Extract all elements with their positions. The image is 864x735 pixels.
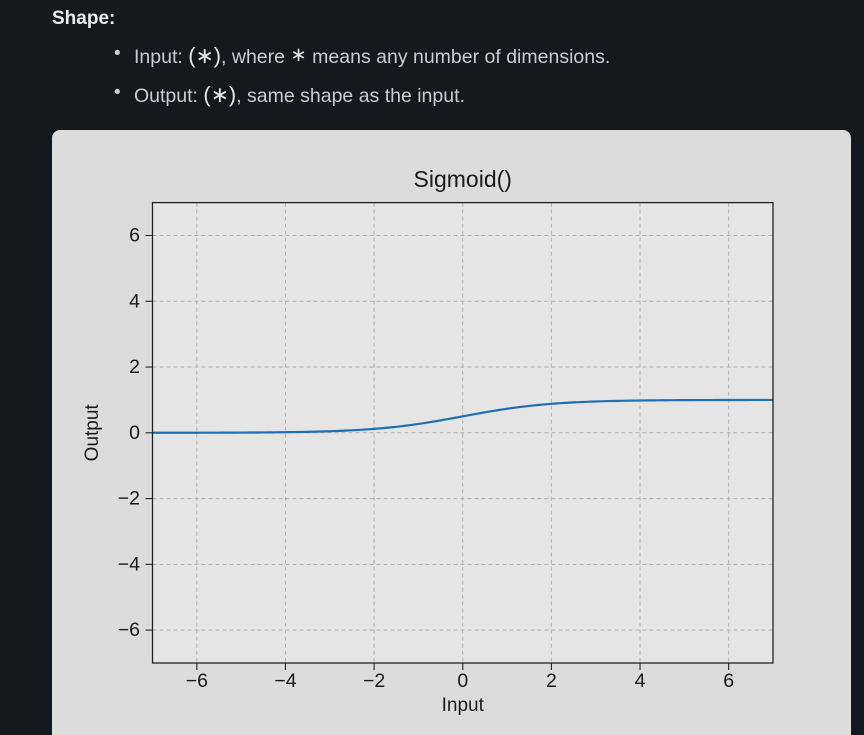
svg-text:−2: −2 — [363, 670, 385, 692]
svg-text:−2: −2 — [118, 488, 140, 510]
svg-text:6: 6 — [723, 670, 734, 692]
svg-text:Sigmoid(): Sigmoid() — [414, 166, 512, 192]
svg-text:4: 4 — [635, 670, 646, 692]
svg-text:4: 4 — [129, 290, 140, 312]
svg-text:2: 2 — [546, 670, 557, 692]
svg-text:0: 0 — [129, 422, 140, 444]
svg-text:Input: Input — [442, 695, 485, 716]
svg-text:2: 2 — [129, 356, 140, 378]
svg-text:6: 6 — [129, 225, 140, 247]
svg-text:Output: Output — [82, 404, 103, 462]
svg-text:0: 0 — [457, 670, 468, 692]
svg-text:−4: −4 — [274, 670, 296, 692]
svg-text:−6: −6 — [186, 670, 208, 692]
svg-text:−4: −4 — [118, 553, 140, 575]
svg-text:−6: −6 — [118, 619, 140, 641]
